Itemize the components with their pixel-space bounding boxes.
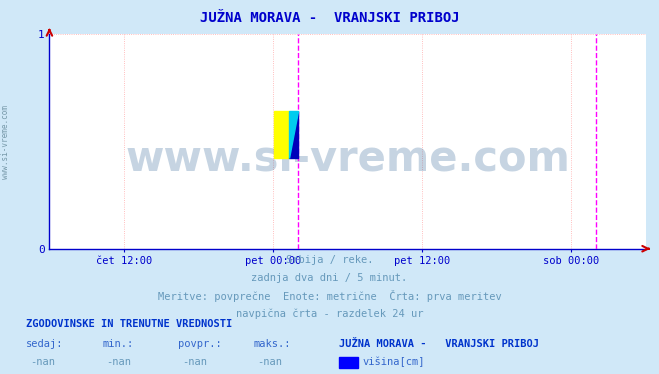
Bar bbox=[274, 111, 289, 159]
Text: JUŽNA MORAVA -   VRANJSKI PRIBOJ: JUŽNA MORAVA - VRANJSKI PRIBOJ bbox=[339, 339, 539, 349]
Text: min.:: min.: bbox=[102, 339, 133, 349]
Text: -nan: -nan bbox=[30, 357, 55, 367]
Text: sedaj:: sedaj: bbox=[26, 339, 64, 349]
Text: višina[cm]: višina[cm] bbox=[362, 357, 425, 367]
Text: zadnja dva dni / 5 minut.: zadnja dva dni / 5 minut. bbox=[251, 273, 408, 283]
Text: ZGODOVINSKE IN TRENUTNE VREDNOSTI: ZGODOVINSKE IN TRENUTNE VREDNOSTI bbox=[26, 319, 233, 328]
Text: povpr.:: povpr.: bbox=[178, 339, 221, 349]
Text: www.si-vreme.com: www.si-vreme.com bbox=[1, 105, 10, 179]
Polygon shape bbox=[289, 111, 298, 159]
Text: JUŽNA MORAVA -  VRANJSKI PRIBOJ: JUŽNA MORAVA - VRANJSKI PRIBOJ bbox=[200, 11, 459, 25]
Text: navpična črta - razdelek 24 ur: navpična črta - razdelek 24 ur bbox=[236, 309, 423, 319]
Text: www.si-vreme.com: www.si-vreme.com bbox=[125, 137, 570, 180]
Text: Meritve: povprečne  Enote: metrične  Črta: prva meritev: Meritve: povprečne Enote: metrične Črta:… bbox=[158, 290, 501, 302]
Text: -nan: -nan bbox=[106, 357, 131, 367]
Polygon shape bbox=[289, 111, 298, 159]
Text: -nan: -nan bbox=[182, 357, 207, 367]
Text: maks.:: maks.: bbox=[254, 339, 291, 349]
Text: -nan: -nan bbox=[258, 357, 283, 367]
Text: Srbija / reke.: Srbija / reke. bbox=[286, 255, 373, 265]
